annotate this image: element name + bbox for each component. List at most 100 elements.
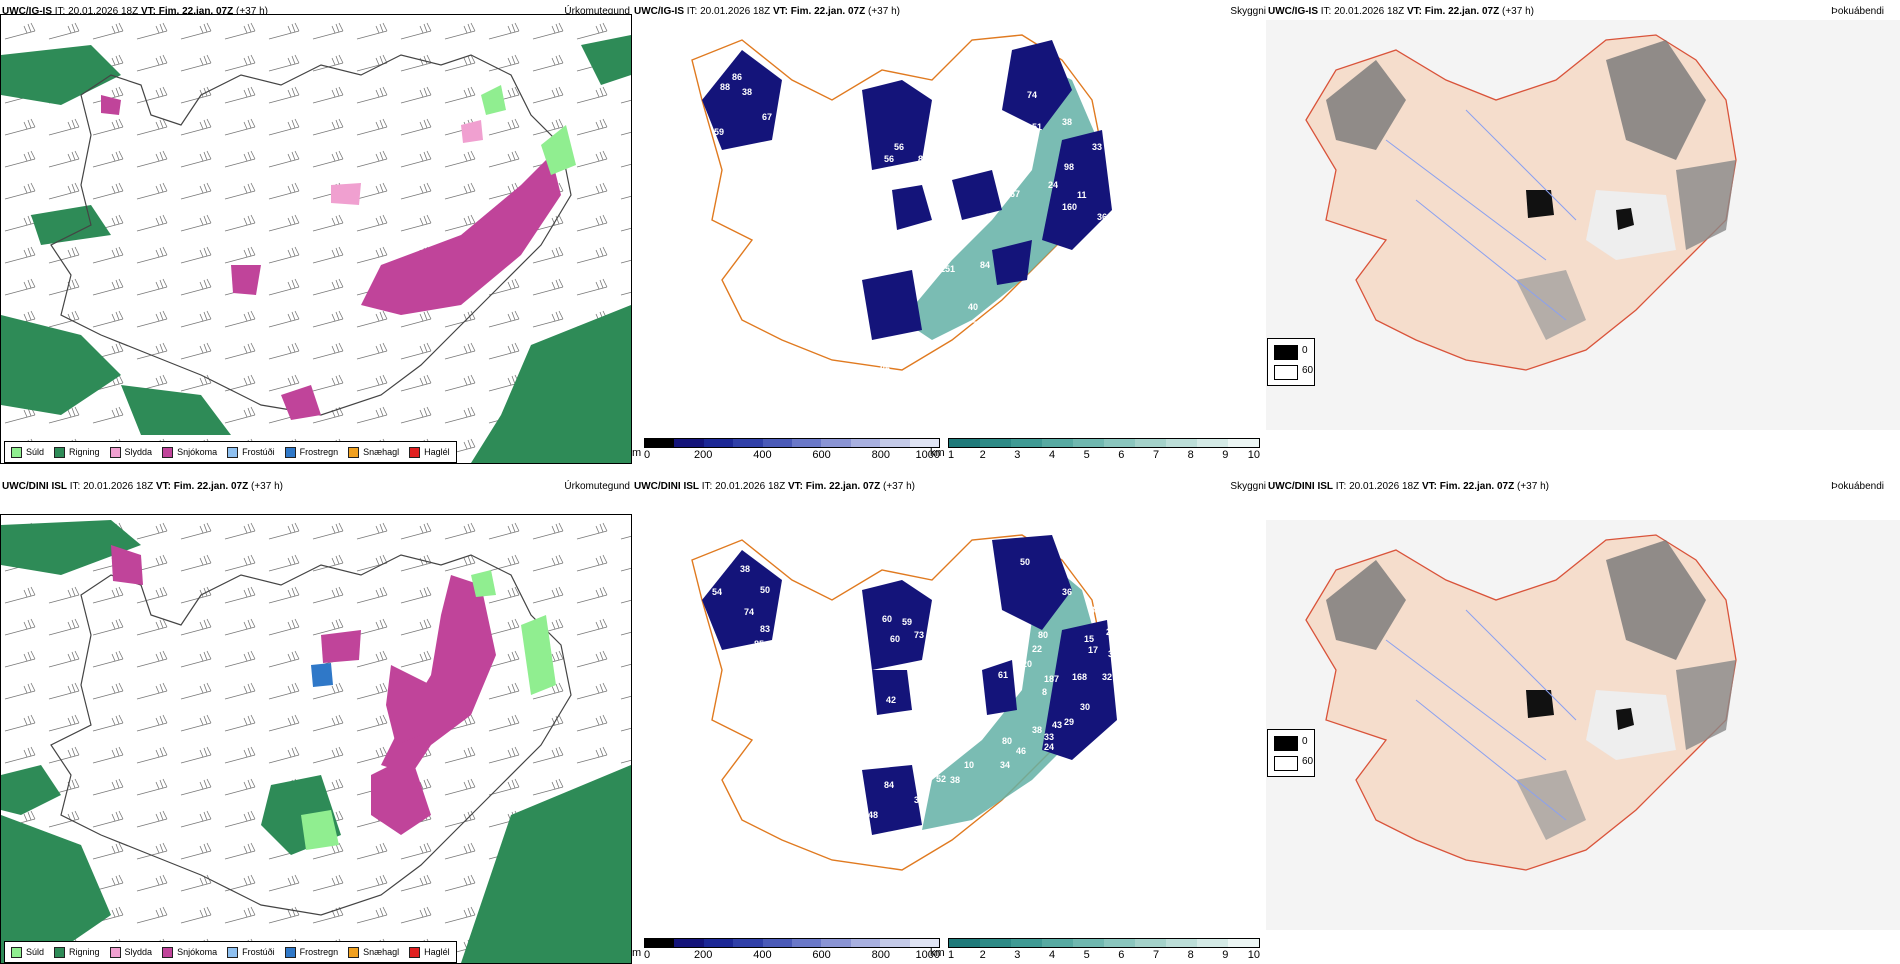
colorbar-tick: 5 bbox=[1083, 949, 1090, 961]
colorbar-ticks: 1 2 3 4 5 6 7 8 9 10 bbox=[948, 449, 1260, 462]
map-label: 80 bbox=[1002, 736, 1012, 746]
legend-item: Snjókoma bbox=[162, 446, 217, 458]
map-label: 86 bbox=[918, 154, 928, 164]
panel-title: Úrkomutegund bbox=[564, 481, 630, 492]
colorbar-tick: 2 bbox=[979, 449, 986, 461]
precip-map[interactable] bbox=[0, 514, 632, 964]
colorbar-tick: 7 bbox=[1152, 449, 1160, 461]
colorbar-step bbox=[980, 439, 1011, 447]
cloud-base-panel-top: UWC/IG-IS IT: 20.01.2026 18Z VT: Fim. 22… bbox=[632, 0, 1268, 475]
legend-item: Súld bbox=[11, 946, 44, 958]
cloud-base-colorbar: m 0 200 400 600 800 1000 bbox=[632, 438, 940, 462]
colorbar-step bbox=[733, 439, 763, 447]
legend-swatch bbox=[162, 446, 174, 458]
colorbar-tick: 200 bbox=[694, 449, 713, 461]
precip-type-panel-bottom: UWC/DINI ISL IT: 20.01.2026 18Z VT: Fim.… bbox=[0, 475, 632, 964]
legend-label: 0 bbox=[1302, 345, 1308, 356]
map-label: 32 bbox=[1112, 162, 1122, 172]
map-label: 24 bbox=[1044, 742, 1054, 752]
model-name: UWC/DINI ISL bbox=[1268, 481, 1333, 492]
cloud-base-labels: 86 88 38 67 59 102 74 51 38 56 56 56 86 … bbox=[714, 72, 1124, 400]
map-label: 118 bbox=[922, 755, 937, 765]
map-label: 36 bbox=[902, 390, 912, 400]
map-label: 102 bbox=[767, 157, 782, 167]
map-label: 58 bbox=[970, 684, 980, 694]
cloud-base-map[interactable]: 82 68 38 50 54 74 83 85 50 60 59 73 60 8… bbox=[632, 520, 1266, 938]
legend-item: Frostúði bbox=[227, 946, 275, 958]
map-label: 46 bbox=[1016, 746, 1026, 756]
map-label: 38 bbox=[950, 775, 960, 785]
colorbar-step bbox=[1228, 439, 1259, 447]
legend-item: Rigning bbox=[54, 446, 100, 458]
map-label: 98 bbox=[1064, 162, 1074, 172]
vt-label: VT: bbox=[772, 6, 788, 17]
fog-map[interactable] bbox=[1266, 520, 1900, 930]
lead-time: (+37 h) bbox=[251, 481, 283, 492]
map-label: 34 bbox=[1000, 760, 1010, 770]
legend-label: Frostúði bbox=[242, 447, 275, 457]
map-label: 55 bbox=[876, 382, 886, 392]
legend-label: Rigning bbox=[69, 447, 100, 457]
colorbar-tick: 800 bbox=[871, 449, 890, 461]
map-label: 57 bbox=[962, 234, 972, 244]
map-label: 54 bbox=[938, 350, 948, 360]
colorbar-step bbox=[1166, 939, 1197, 947]
map-label: 54 bbox=[712, 587, 722, 597]
legend-label: Snæhagl bbox=[363, 447, 400, 457]
lead-time: (+37 h) bbox=[236, 6, 268, 17]
colorbar-step bbox=[1135, 439, 1166, 447]
legend-swatch bbox=[162, 946, 174, 958]
map-label: 10 bbox=[964, 760, 974, 770]
cloud-base-map[interactable]: 86 88 38 67 59 102 74 51 38 56 56 56 86 … bbox=[632, 20, 1266, 438]
cloud-base-labels: 82 68 38 50 54 74 83 85 50 60 59 73 60 8… bbox=[712, 544, 1118, 820]
colorbar-swatches bbox=[644, 438, 940, 448]
colorbar-ticks: 0 200 400 600 800 1000 bbox=[644, 949, 940, 962]
map-label: 44 bbox=[904, 352, 914, 362]
colorbar-ticks: 0 200 400 600 800 1000 bbox=[644, 449, 940, 462]
cloud-base-panel-bottom: UWC/DINI ISL IT: 20.01.2026 18Z VT: Fim.… bbox=[632, 475, 1268, 961]
colorbar-step bbox=[1104, 439, 1135, 447]
map-label: 43 bbox=[1052, 720, 1062, 730]
map-label: 47 bbox=[1054, 278, 1064, 288]
colorbar-unit: m bbox=[632, 447, 642, 459]
colorbar-step bbox=[880, 439, 910, 447]
map-label: 33 bbox=[1092, 142, 1102, 152]
it-label: IT: bbox=[701, 481, 713, 492]
legend-label: 60 bbox=[1302, 365, 1314, 376]
colorbar-tick: 400 bbox=[753, 449, 772, 461]
map-label: 38 bbox=[742, 87, 752, 97]
colorbar-step bbox=[1135, 939, 1166, 947]
map-label: 24 bbox=[1048, 180, 1058, 190]
map-label: 31 bbox=[914, 795, 924, 805]
legend-swatch bbox=[54, 446, 66, 458]
map-label: 56 bbox=[894, 142, 904, 152]
map-label: 84 bbox=[980, 260, 990, 270]
map-label: 38 bbox=[1062, 117, 1072, 127]
legend-swatch bbox=[11, 946, 22, 958]
legend-label: Haglél bbox=[424, 447, 450, 457]
legend-item: Haglél bbox=[409, 446, 450, 458]
colorbar-tick: 800 bbox=[871, 949, 890, 961]
map-label: 44 bbox=[877, 349, 887, 359]
map-label: 47 bbox=[984, 212, 994, 222]
legend-swatch bbox=[409, 446, 421, 458]
precip-type-legend: Súld Rigning Slydda Snjókoma Frostúði Frostre… bbox=[4, 441, 457, 463]
map-label: 86 bbox=[732, 72, 742, 82]
colorbar-step bbox=[1197, 439, 1228, 447]
colorbar-step bbox=[1042, 439, 1073, 447]
colorbar-step bbox=[1197, 939, 1228, 947]
legend-swatch bbox=[1274, 345, 1298, 360]
colorbar-step bbox=[645, 439, 675, 447]
fog-map[interactable] bbox=[1266, 20, 1900, 430]
panel-title: Þokuábendi bbox=[1831, 481, 1884, 492]
colorbar-step bbox=[1073, 939, 1104, 947]
map-label: 151 bbox=[940, 264, 955, 274]
colorbar-tick: 600 bbox=[812, 949, 831, 961]
map-label: 74 bbox=[744, 607, 754, 617]
map-label: 69 bbox=[996, 647, 1006, 657]
precip-map[interactable] bbox=[0, 14, 632, 464]
colorbar-step bbox=[850, 939, 881, 947]
vt-label: VT: bbox=[140, 6, 156, 17]
map-label: 22 bbox=[1032, 644, 1042, 654]
legend-label: 60 bbox=[1302, 756, 1314, 767]
